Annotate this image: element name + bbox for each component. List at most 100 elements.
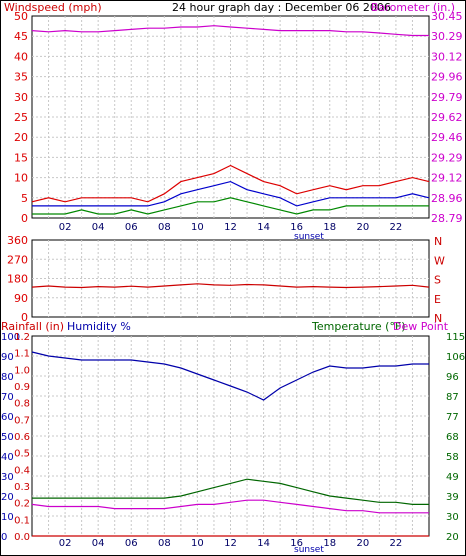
humidity-tick-label: 40 bbox=[1, 452, 14, 463]
barometer-tick-label: 29.29 bbox=[431, 151, 463, 164]
hour-tick-label: 04 bbox=[92, 538, 105, 549]
wind-direction-line bbox=[31, 283, 430, 289]
barometer-line bbox=[31, 25, 429, 37]
hour-tick-label: 12 bbox=[224, 222, 237, 233]
barometer-tick-label: 29.46 bbox=[431, 131, 463, 144]
humidity-tick-label: 50 bbox=[1, 432, 14, 443]
humidity-tick-label: 60 bbox=[1, 412, 14, 423]
hour-tick-label: 04 bbox=[92, 222, 105, 233]
hour-tick-label: 20 bbox=[356, 222, 369, 233]
humidity-tick-label: 10 bbox=[1, 512, 14, 523]
humidity-tick-label: 20 bbox=[1, 492, 14, 503]
series-layer bbox=[31, 25, 430, 537]
humidity-tick-label: 100 bbox=[1, 332, 20, 343]
temperature-tick-label: 68 bbox=[446, 432, 459, 443]
temperature-tick-label: 87 bbox=[446, 392, 459, 403]
direction-tick-label: 0 bbox=[21, 311, 28, 324]
compass-label: N bbox=[434, 235, 442, 248]
temperature-tick-label: 30 bbox=[446, 512, 459, 523]
hour-tick-label: 10 bbox=[191, 222, 204, 233]
grid-layer bbox=[32, 16, 429, 536]
humidity-tick-label: 90 bbox=[1, 352, 14, 363]
compass-label: E bbox=[434, 293, 441, 306]
hour-tick-label: 14 bbox=[257, 538, 270, 549]
temperature-tick-label: 77 bbox=[446, 412, 459, 423]
direction-tick-label: 90 bbox=[14, 292, 28, 305]
compass-label: N bbox=[434, 312, 442, 325]
hour-tick-label: 06 bbox=[125, 222, 138, 233]
rainfall-tick-label: 0.5 bbox=[14, 449, 30, 460]
windspeed-tick-label: 5 bbox=[21, 192, 28, 205]
windspeed-tick-label: 25 bbox=[14, 111, 28, 124]
barometer-tick-label: 29.96 bbox=[431, 71, 463, 84]
rainfall-tick-label: 0.8 bbox=[14, 399, 30, 410]
hour-tick-label: 08 bbox=[158, 538, 171, 549]
windspeed-tick-label: 50 bbox=[14, 10, 28, 23]
hour-tick-label: 20 bbox=[356, 538, 369, 549]
barometer-tick-label: 30.45 bbox=[431, 10, 463, 23]
humidity-tick-label: 0 bbox=[1, 532, 7, 543]
chart-title: 24 hour graph day : December 06 2006 bbox=[172, 1, 391, 14]
barometer-tick-label: 29.12 bbox=[431, 172, 463, 185]
barometer-tick-label: 30.29 bbox=[431, 30, 463, 43]
direction-tick-label: 180 bbox=[7, 273, 28, 286]
humidity-tick-label: 70 bbox=[1, 392, 14, 403]
rainfall-tick-label: 0.7 bbox=[14, 415, 30, 426]
sunset-label-bottom: sunset bbox=[294, 545, 324, 555]
sunset-label-top: sunset bbox=[294, 232, 324, 242]
wind-gust-line bbox=[31, 164, 430, 203]
temperature-tick-label: 58 bbox=[446, 452, 459, 463]
hour-tick-label: 02 bbox=[59, 538, 72, 549]
tick-labels: 0 5 10 15 20 25 30 35 40 45 50 28.79 28.96 29.12 29.29… bbox=[1, 10, 465, 549]
compass-label: S bbox=[434, 274, 441, 287]
rainfall-tick-label: 1.2 bbox=[14, 332, 30, 343]
hour-tick-label: 06 bbox=[125, 538, 138, 549]
hour-tick-label: 16 bbox=[290, 538, 303, 549]
hour-tick-label: 18 bbox=[323, 538, 336, 549]
windspeed-tick-label: 15 bbox=[14, 151, 28, 164]
temperature-tick-label: 49 bbox=[446, 472, 459, 483]
humidity-line bbox=[31, 351, 429, 401]
hour-tick-label: 16 bbox=[290, 222, 303, 233]
barometer-tick-label: 28.79 bbox=[431, 212, 463, 225]
hour-tick-label: 08 bbox=[158, 222, 171, 233]
dewpoint-axis-title: Dew Point bbox=[393, 320, 449, 333]
rainfall-tick-label: 0.9 bbox=[14, 382, 30, 393]
hour-tick-label: 10 bbox=[191, 538, 204, 549]
windspeed-tick-label: 40 bbox=[14, 50, 28, 63]
temperature-tick-label: 115 bbox=[446, 332, 465, 343]
temperature-tick-label: 106 bbox=[446, 352, 465, 363]
direction-tick-label: 270 bbox=[7, 253, 28, 266]
rainfall-tick-label: 0.0 bbox=[14, 532, 30, 543]
temperature-tick-label: 96 bbox=[446, 372, 459, 383]
humidity-axis-title: Humidity % bbox=[67, 320, 131, 333]
rainfall-tick-label: 0.3 bbox=[14, 482, 30, 493]
barometer-tick-label: 29.62 bbox=[431, 111, 463, 124]
rainfall-tick-label: 1.1 bbox=[14, 349, 30, 360]
wind-average-line bbox=[32, 180, 430, 207]
temperature-line bbox=[32, 478, 429, 505]
windspeed-tick-label: 10 bbox=[14, 172, 28, 185]
windspeed-tick-label: 0 bbox=[21, 212, 28, 225]
rainfall-tick-label: 0.1 bbox=[14, 515, 30, 526]
hour-tick-label: 02 bbox=[59, 222, 72, 233]
rainfall-tick-label: 0.4 bbox=[14, 465, 30, 476]
dewpoint-line bbox=[31, 499, 429, 514]
windspeed-tick-label: 45 bbox=[14, 30, 28, 43]
humidity-tick-label: 80 bbox=[1, 372, 14, 383]
direction-tick-label: 360 bbox=[7, 234, 28, 247]
hour-tick-label: 22 bbox=[390, 538, 403, 549]
windspeed-tick-label: 30 bbox=[14, 91, 28, 104]
compass-label: W bbox=[434, 254, 445, 267]
rainfall-tick-label: 1.0 bbox=[14, 365, 30, 376]
windspeed-tick-label: 35 bbox=[14, 71, 28, 84]
temperature-tick-label: 39 bbox=[446, 492, 459, 503]
temperature-axis-title: Temperature (°F) bbox=[311, 320, 406, 333]
windspeed-tick-label: 20 bbox=[14, 131, 28, 144]
barometer-tick-label: 28.96 bbox=[431, 192, 463, 205]
hour-tick-label: 12 bbox=[224, 538, 237, 549]
temperature-tick-label: 20 bbox=[446, 532, 459, 543]
barometer-tick-label: 30.12 bbox=[431, 50, 463, 63]
rainfall-tick-label: 0.6 bbox=[14, 432, 30, 443]
hour-tick-label: 14 bbox=[257, 222, 270, 233]
